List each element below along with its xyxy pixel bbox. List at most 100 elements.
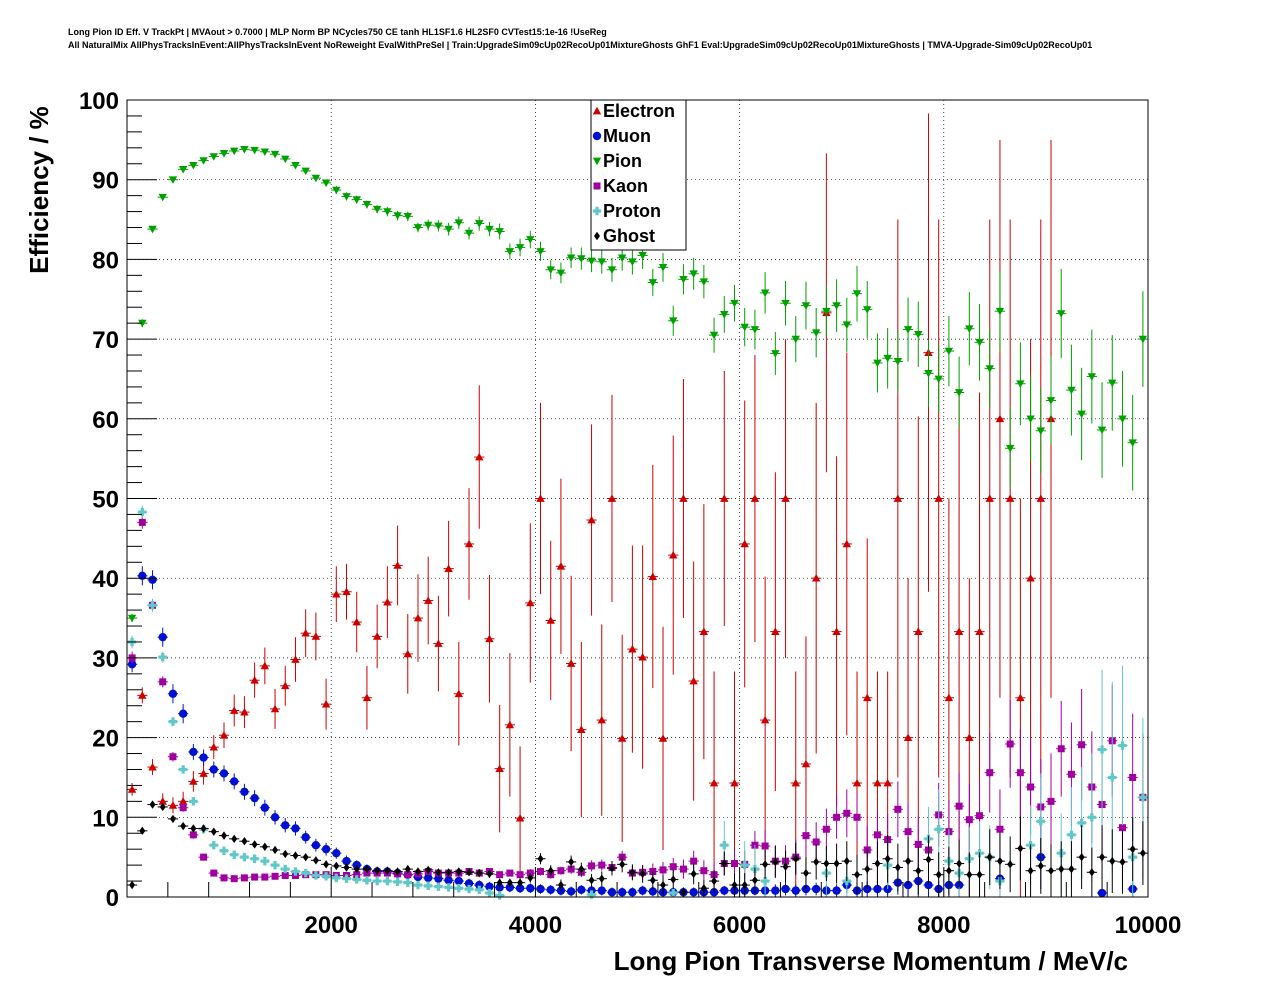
data-point [893, 494, 903, 502]
data-point [597, 886, 606, 895]
series-proton [127, 505, 1148, 900]
data-point [168, 689, 178, 698]
data-point [699, 278, 709, 286]
data-point [138, 571, 147, 581]
data-point [690, 857, 698, 865]
data-point [1057, 745, 1065, 753]
data-point [995, 414, 1005, 423]
data-point [659, 866, 667, 874]
data-point [1119, 857, 1126, 867]
data-point [556, 562, 566, 570]
data-point [475, 885, 484, 895]
data-point [914, 330, 923, 339]
data-point [924, 880, 933, 890]
data-point [342, 874, 351, 883]
data-point [250, 793, 259, 803]
data-point [566, 659, 576, 667]
data-point [148, 225, 157, 234]
data-point [302, 852, 309, 862]
data-point [811, 574, 821, 582]
y-axis-label: Efficiency / % [24, 106, 54, 274]
data-point [791, 335, 800, 344]
data-point [230, 875, 238, 883]
legend-marker-muon [592, 131, 602, 141]
data-point [189, 831, 197, 839]
data-point [801, 302, 811, 310]
data-point [332, 848, 341, 858]
data-point [517, 878, 524, 887]
data-point [496, 878, 503, 887]
data-point [1077, 410, 1086, 419]
data-point [956, 859, 963, 868]
data-point [282, 849, 289, 859]
data-point [342, 587, 351, 596]
data-point [219, 731, 229, 739]
data-point [1006, 740, 1014, 748]
data-point [648, 887, 658, 896]
data-point [189, 797, 198, 806]
data-point [669, 888, 678, 898]
data-point [209, 742, 218, 751]
data-point [362, 876, 372, 885]
data-point [914, 627, 923, 635]
data-point [423, 596, 433, 604]
x-tick-label: 10000 [1115, 912, 1182, 939]
data-point [240, 146, 249, 154]
data-point [139, 826, 146, 836]
data-point [158, 632, 167, 642]
y-tick-label: 80 [92, 247, 119, 274]
data-point [159, 678, 167, 686]
data-point [557, 867, 565, 875]
data-point [588, 862, 596, 870]
data-point [1087, 813, 1097, 822]
data-point [1057, 310, 1066, 318]
data-point [1007, 860, 1014, 869]
axis-ticks: 0 10 20 30 40 50 60 70 80 90 100 2000 4000 6000 8000 10… [79, 88, 1181, 939]
data-point [536, 248, 545, 256]
data-point [1037, 861, 1044, 871]
data-point [311, 632, 321, 640]
data-point [505, 720, 515, 729]
data-point [1077, 818, 1086, 828]
data-point [260, 856, 270, 866]
data-point [760, 289, 770, 298]
data-point [607, 494, 617, 502]
data-point [740, 860, 749, 870]
data-point [669, 317, 678, 325]
data-point [689, 676, 698, 685]
data-point [669, 863, 677, 871]
data-point [435, 868, 442, 877]
data-point [813, 857, 820, 867]
data-point [791, 886, 800, 895]
data-point [1099, 852, 1106, 862]
data-point [833, 813, 841, 821]
data-point [843, 856, 850, 866]
data-point [1139, 848, 1146, 858]
data-point [281, 681, 290, 690]
data-point [148, 601, 157, 610]
data-point [639, 869, 646, 879]
data-point [444, 876, 453, 885]
data-point [843, 809, 851, 817]
data-point [485, 225, 494, 234]
data-point [413, 613, 423, 622]
data-point [587, 890, 596, 899]
data-point [874, 859, 881, 868]
data-point [873, 778, 882, 787]
data-point [281, 155, 290, 164]
data-point [944, 347, 954, 356]
data-point [434, 882, 443, 891]
data-point [721, 859, 728, 868]
data-point [935, 870, 942, 879]
data-point [515, 884, 525, 893]
data-point [1108, 773, 1117, 782]
data-point [536, 494, 545, 502]
data-point [485, 882, 494, 891]
data-point [240, 874, 248, 882]
series-kaon [127, 516, 1148, 886]
data-point [231, 834, 238, 844]
legend-label-kaon: Kaon [603, 176, 648, 196]
data-point [372, 876, 382, 886]
data-point [670, 875, 677, 884]
data-point [852, 290, 862, 298]
